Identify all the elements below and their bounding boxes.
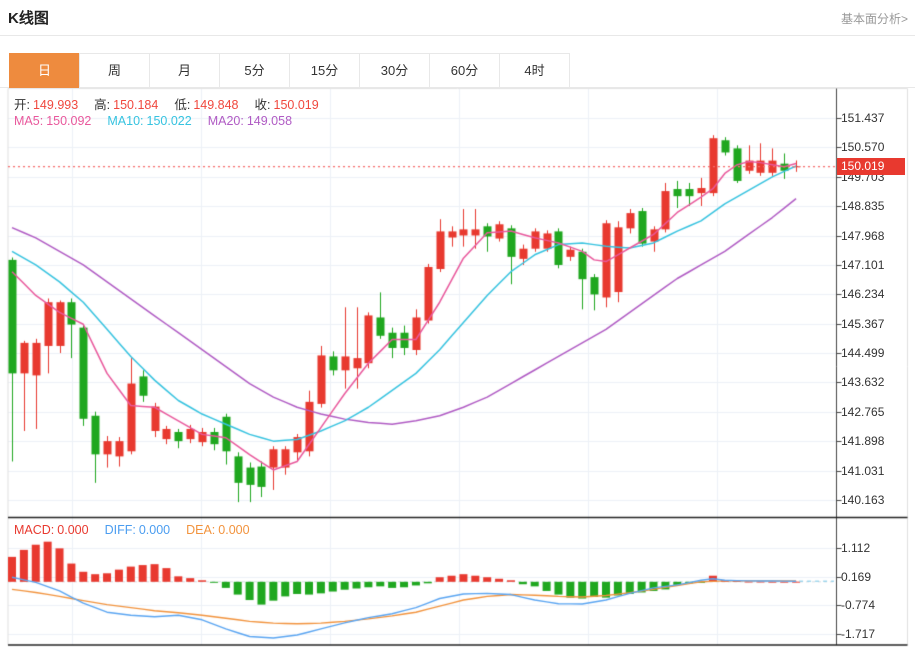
ohlc-item: 高: 150.184 <box>94 94 161 113</box>
tab-week[interactable]: 周 <box>79 53 150 88</box>
ohlc-value: 150.019 <box>273 98 319 112</box>
ohlc-value: 149.993 <box>32 98 79 112</box>
ma-item: MA10: 150.022 <box>107 114 194 128</box>
price-axis-tick-label: 141.898 <box>841 434 885 449</box>
ohlc-label: 高: <box>94 98 111 112</box>
last-price-badge: 150.019 <box>837 157 905 175</box>
macd-label: DEA: <box>186 523 216 537</box>
price-axis-tick-label: 147.968 <box>841 228 885 243</box>
macd-axis-tick-label: -1.717 <box>841 627 876 641</box>
ma-value: 149.058 <box>246 114 293 128</box>
ma-value: 150.092 <box>46 114 92 128</box>
tab-min30[interactable]: 30分 <box>359 53 430 88</box>
ohlc-item: 开: 149.993 <box>14 94 81 113</box>
ohlc-item: 低: 149.848 <box>174 94 241 113</box>
ma-item: MA20: 149.058 <box>208 114 295 128</box>
price-axis-tick-label: 146.234 <box>841 287 885 302</box>
macd-value: 0.000 <box>138 523 171 537</box>
ohlc-info-row: 开: 149.993 高: 150.184 低: 149.848 收: 150.019 <box>14 94 335 113</box>
page-title: K线图 <box>8 10 49 27</box>
ohlc-item: 收: 150.019 <box>255 94 322 113</box>
price-axis-tick-label: 142.765 <box>841 404 885 419</box>
ohlc-label: 开: <box>14 98 30 112</box>
title-divider <box>0 35 915 36</box>
price-axis-tick-label: 140.163 <box>841 493 885 507</box>
ma-legend-row: MA5: 150.092 MA10: 150.022 MA20: 149.058 <box>14 114 308 128</box>
interval-tabs: 日周月 5分 15分 30分 60分 4时 <box>9 53 570 88</box>
ohlc-label: 低: <box>174 98 191 112</box>
ma-item: MA5: 150.092 <box>14 114 94 128</box>
macd-axis-tick-label: 1.112 <box>841 541 871 555</box>
tab-min60[interactable]: 60分 <box>429 53 500 88</box>
tab-day[interactable]: 日 <box>9 53 80 88</box>
ma-label: MA5: <box>14 114 44 128</box>
ohlc-value: 150.184 <box>113 98 159 112</box>
price-axis-tick-label: 143.632 <box>841 375 885 390</box>
fundamental-analysis-link[interactable]: 基本面分析> <box>840 12 908 26</box>
macd-label: MACD: <box>14 523 55 537</box>
price-axis-tick-label: 150.570 <box>841 140 885 155</box>
tab-min15[interactable]: 15分 <box>289 53 360 88</box>
macd-item: DEA: 0.000 <box>186 523 252 537</box>
price-axis-tick-label: 145.367 <box>841 316 885 331</box>
macd-legend-row: MACD: 0.000 DIFF: 0.000 DEA: 0.000 <box>14 523 266 537</box>
macd-item: DIFF: 0.000 <box>105 523 174 537</box>
macd-item: MACD: 0.000 <box>14 523 92 537</box>
ma-label: MA20: <box>207 114 244 128</box>
ma-value: 150.022 <box>146 114 192 128</box>
ma-label: MA10: <box>107 114 144 128</box>
ohlc-value: 149.848 <box>193 98 239 112</box>
tab-min5[interactable]: 5分 <box>219 53 290 88</box>
macd-value: 0.000 <box>218 523 250 537</box>
macd-axis-tick-label: -0.774 <box>841 598 876 613</box>
tab-month[interactable]: 月 <box>149 53 220 88</box>
price-axis-tick-label: 151.437 <box>841 111 885 125</box>
ohlc-label: 收: <box>254 98 271 112</box>
tab-hour4[interactable]: 4时 <box>499 53 570 88</box>
price-axis-tick-label: 141.031 <box>841 463 885 478</box>
macd-value: 0.000 <box>57 523 89 537</box>
price-axis-tick-label: 147.101 <box>841 257 885 272</box>
price-axis-tick-label: 144.499 <box>841 346 885 361</box>
macd-axis-tick-label: 0.169 <box>841 569 872 584</box>
macd-label: DIFF: <box>104 523 136 537</box>
price-axis-tick-label: 148.835 <box>841 199 885 214</box>
